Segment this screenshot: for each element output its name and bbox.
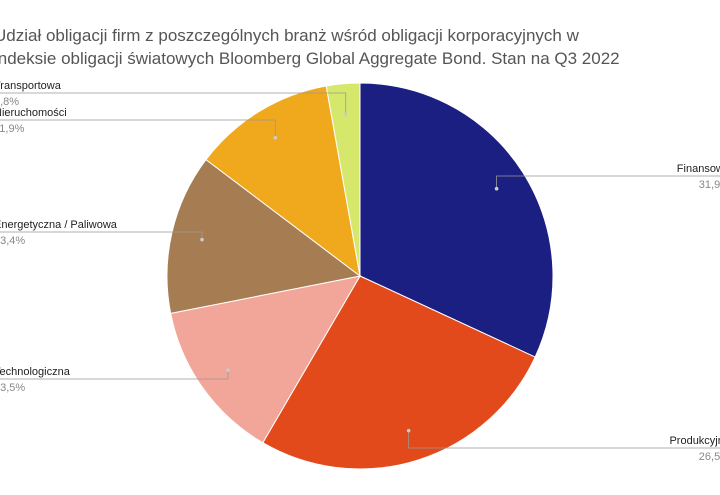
pie-slice xyxy=(325,82,361,277)
leader-line xyxy=(408,430,720,449)
pie-slice xyxy=(359,82,554,358)
leader-dot xyxy=(200,237,204,242)
slice-value-label: 2,8% xyxy=(0,96,19,108)
leader-dot xyxy=(406,428,411,433)
pie-slice xyxy=(170,275,361,444)
leader-line xyxy=(496,175,720,189)
slice-label: Transportowa xyxy=(0,80,62,92)
slice-label: Finansowa xyxy=(677,163,720,175)
leader-dot xyxy=(226,368,230,372)
pie-slice xyxy=(262,275,536,470)
pie-slice xyxy=(166,158,362,314)
slice-label: Energetyczna / Paliwowa xyxy=(0,219,118,231)
slice-value-label: 13,5% xyxy=(0,382,25,394)
slice-label: Produkcyjna xyxy=(669,435,720,447)
leader-dot xyxy=(343,112,348,117)
leader-dot xyxy=(494,186,499,191)
slice-value-label: 13,4% xyxy=(0,235,25,247)
leader-line xyxy=(0,92,347,115)
slice-label: Nieruchomości xyxy=(0,107,67,119)
chart-title: Udział obligacji firm z poszczególnych b… xyxy=(0,26,580,45)
slice-label: Technologiczna xyxy=(0,366,71,378)
slice-value-label: 26,5% xyxy=(699,451,720,463)
leader-line xyxy=(0,231,203,240)
slice-value-label: 11,9% xyxy=(0,123,25,135)
leader-dot xyxy=(273,135,278,140)
chart-title: indeksie obligacji światowych Bloomberg … xyxy=(0,49,620,68)
leader-line xyxy=(0,119,276,138)
pie-slice xyxy=(205,85,361,278)
slice-value-label: 31,9% xyxy=(699,179,720,191)
leader-line xyxy=(0,370,229,380)
